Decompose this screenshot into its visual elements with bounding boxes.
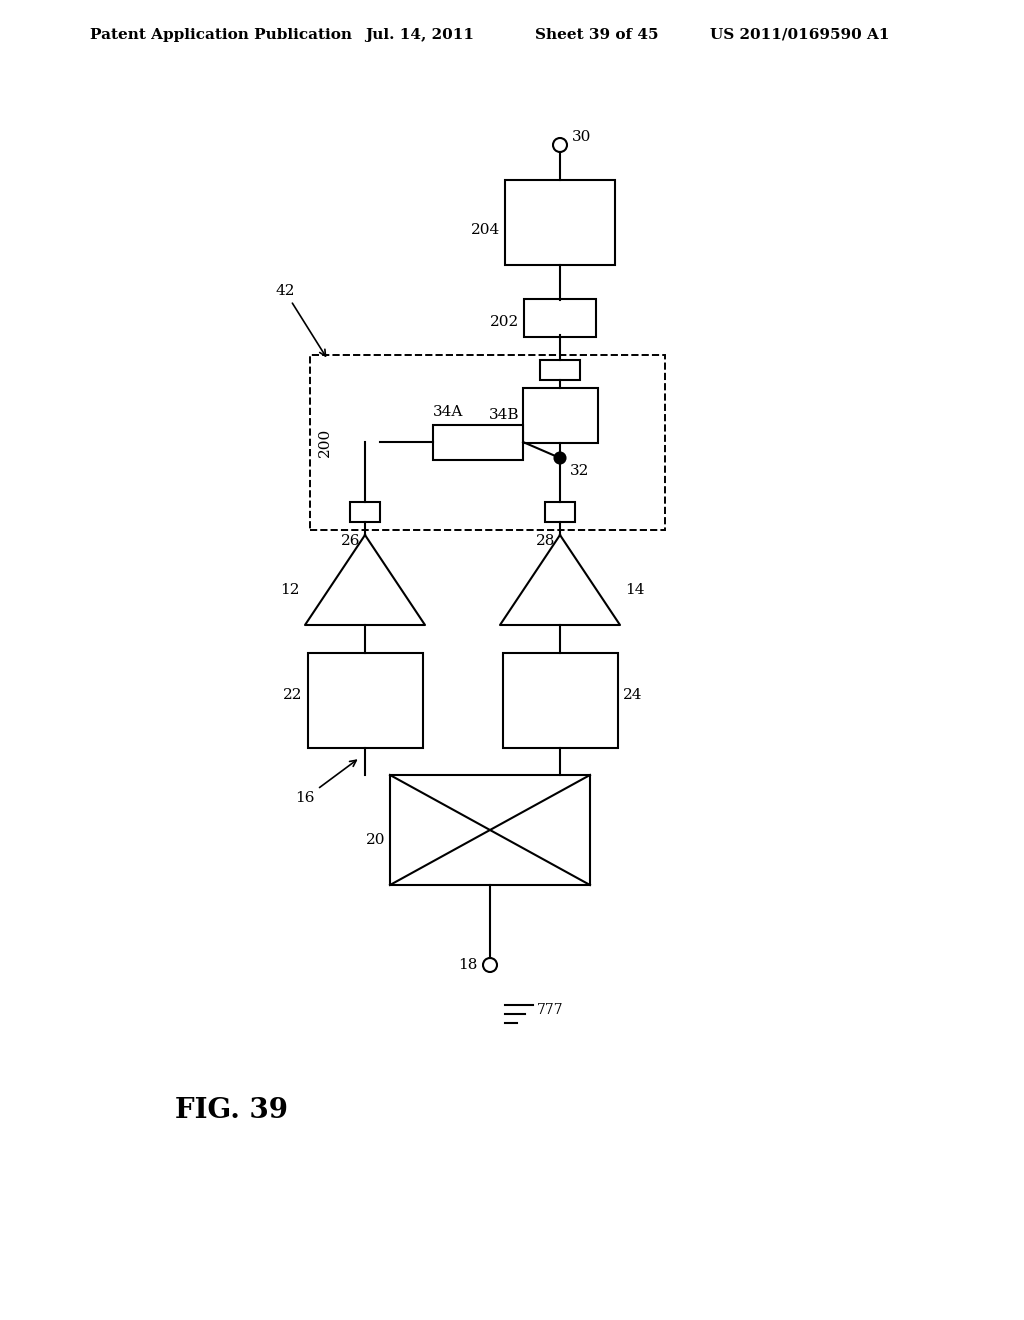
Text: 34A: 34A: [432, 405, 463, 420]
Bar: [307, 652, 423, 747]
Bar: [390, 775, 590, 884]
Text: 20: 20: [366, 833, 385, 847]
Text: 32: 32: [570, 465, 590, 478]
Text: Sheet 39 of 45: Sheet 39 of 45: [535, 28, 658, 42]
Text: 202: 202: [489, 315, 519, 330]
Text: 34B: 34B: [489, 408, 519, 422]
Bar: [310, 355, 665, 531]
Bar: [433, 425, 523, 459]
Text: 28: 28: [536, 535, 555, 548]
Text: 204: 204: [471, 223, 500, 238]
Bar: [503, 652, 617, 747]
Text: Patent Application Publication: Patent Application Publication: [90, 28, 352, 42]
Text: 14: 14: [625, 583, 644, 597]
Text: 30: 30: [572, 129, 592, 144]
Circle shape: [553, 139, 567, 152]
Text: 12: 12: [281, 583, 300, 597]
Text: 22: 22: [283, 688, 302, 702]
Bar: [505, 180, 615, 265]
Text: 26: 26: [341, 535, 360, 548]
Text: 42: 42: [275, 284, 326, 356]
Bar: [522, 388, 597, 442]
Text: 24: 24: [623, 688, 642, 702]
Bar: [524, 298, 596, 337]
Bar: [350, 502, 380, 521]
Bar: [540, 360, 580, 380]
Bar: [545, 502, 575, 521]
Text: 16: 16: [295, 760, 356, 805]
Circle shape: [483, 958, 497, 972]
Text: FIG. 39: FIG. 39: [175, 1097, 288, 1123]
Text: 777: 777: [537, 1003, 563, 1016]
Circle shape: [555, 453, 565, 463]
Text: 18: 18: [459, 958, 478, 972]
Text: Jul. 14, 2011: Jul. 14, 2011: [365, 28, 474, 42]
Text: US 2011/0169590 A1: US 2011/0169590 A1: [710, 28, 890, 42]
Text: 200: 200: [318, 428, 332, 457]
